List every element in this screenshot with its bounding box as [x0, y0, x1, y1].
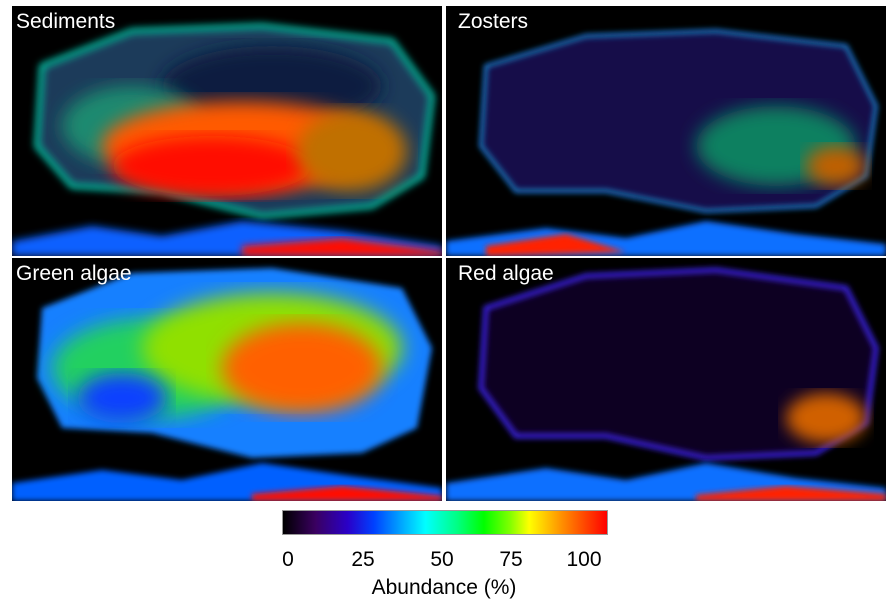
panel-label-red-algae: Red algae [458, 262, 554, 285]
green-algae-map-panel: Green algae [12, 258, 442, 501]
colorbar-tick-0: 0 [282, 548, 294, 571]
colorbar-tick-25: 25 [351, 548, 375, 571]
panel-label-zosters: Zosters [458, 10, 529, 33]
abundance-colorbar [282, 510, 608, 535]
colorbar-title: Abundance (%) [371, 576, 517, 599]
zosters-map-panel: Zosters [446, 6, 886, 256]
zosters-abundance-map [446, 29, 886, 256]
panel-label-green-algae: Green algae [16, 262, 132, 285]
colorbar-tick-50: 50 [430, 548, 454, 571]
colorbar-tick-75: 75 [499, 548, 523, 571]
sediments-map-panel: Sediments [12, 6, 442, 256]
panel-label-sediments: Sediments [16, 10, 116, 33]
red-algae-map-panel: Red algae [446, 258, 886, 501]
colorbar-tick-100: 100 [566, 548, 602, 571]
green-algae-abundance-map [12, 268, 442, 501]
red-algae-abundance-map [446, 267, 886, 501]
sediments-abundance-map [12, 23, 442, 256]
